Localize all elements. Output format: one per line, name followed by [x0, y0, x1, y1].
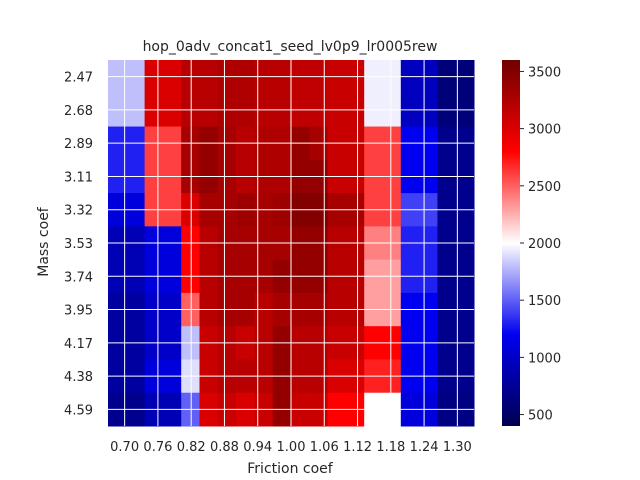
colorbar-tick-label: 2500: [528, 180, 561, 195]
colorbar-tick-label: 3500: [528, 65, 561, 80]
y-tick-label: 3.74: [64, 270, 93, 285]
colorbar: [502, 60, 520, 426]
colorbar-tick-label: 1000: [528, 351, 561, 366]
y-tick-labels: 2.47 2.68 2.89 3.11 3.32 3.53 3.74 3.95 4.17 4.38…: [64, 71, 93, 419]
y-tick-label: 3.32: [64, 204, 93, 219]
chart-title: hop_0adv_concat1_seed_lv0p9_lr0005rew: [143, 39, 438, 55]
y-tick-label: 3.53: [64, 237, 93, 252]
y-tick-label: 4.17: [64, 337, 93, 352]
x-tick-label: 0.76: [143, 440, 172, 455]
y-tick-label: 2.68: [64, 104, 93, 119]
x-tick-label: 1.24: [410, 440, 439, 455]
y-tick-label: 4.59: [64, 403, 93, 418]
x-tick-label: 1.06: [310, 440, 339, 455]
x-tick-label: 0.70: [110, 440, 139, 455]
colorbar-tick-label: 2000: [528, 237, 561, 252]
x-tick-label: 0.82: [177, 440, 206, 455]
y-tick-label: 2.47: [64, 71, 93, 86]
x-tick-label: 0.88: [210, 440, 239, 455]
colorbar-tick-label: 3000: [528, 123, 561, 138]
x-tick-label: 1.12: [343, 440, 372, 455]
x-tick-label: 1.30: [443, 440, 472, 455]
y-tick-label: 3.95: [64, 304, 93, 319]
y-tick-label: 4.38: [64, 370, 93, 385]
y-axis-label: Mass coef: [36, 206, 52, 277]
y-tick-label: 3.11: [64, 170, 93, 185]
colorbar-ticks: 500 1000 1500 2000 2500 3000 3500: [520, 65, 561, 424]
heatmap-gridlines: [108, 60, 474, 426]
x-tick-labels: 0.70 0.76 0.82 0.88 0.94 1.00 1.06 1.12 1.18 1.24…: [110, 440, 472, 455]
x-tick-label: 1.18: [376, 440, 405, 455]
colorbar-tick-label: 1500: [528, 294, 561, 309]
x-tick-label: 0.94: [243, 440, 272, 455]
x-axis-label: Friction coef: [247, 461, 334, 477]
y-tick-label: 2.89: [64, 137, 93, 152]
x-tick-label: 1.00: [277, 440, 306, 455]
colorbar-tick-label: 500: [528, 409, 553, 424]
